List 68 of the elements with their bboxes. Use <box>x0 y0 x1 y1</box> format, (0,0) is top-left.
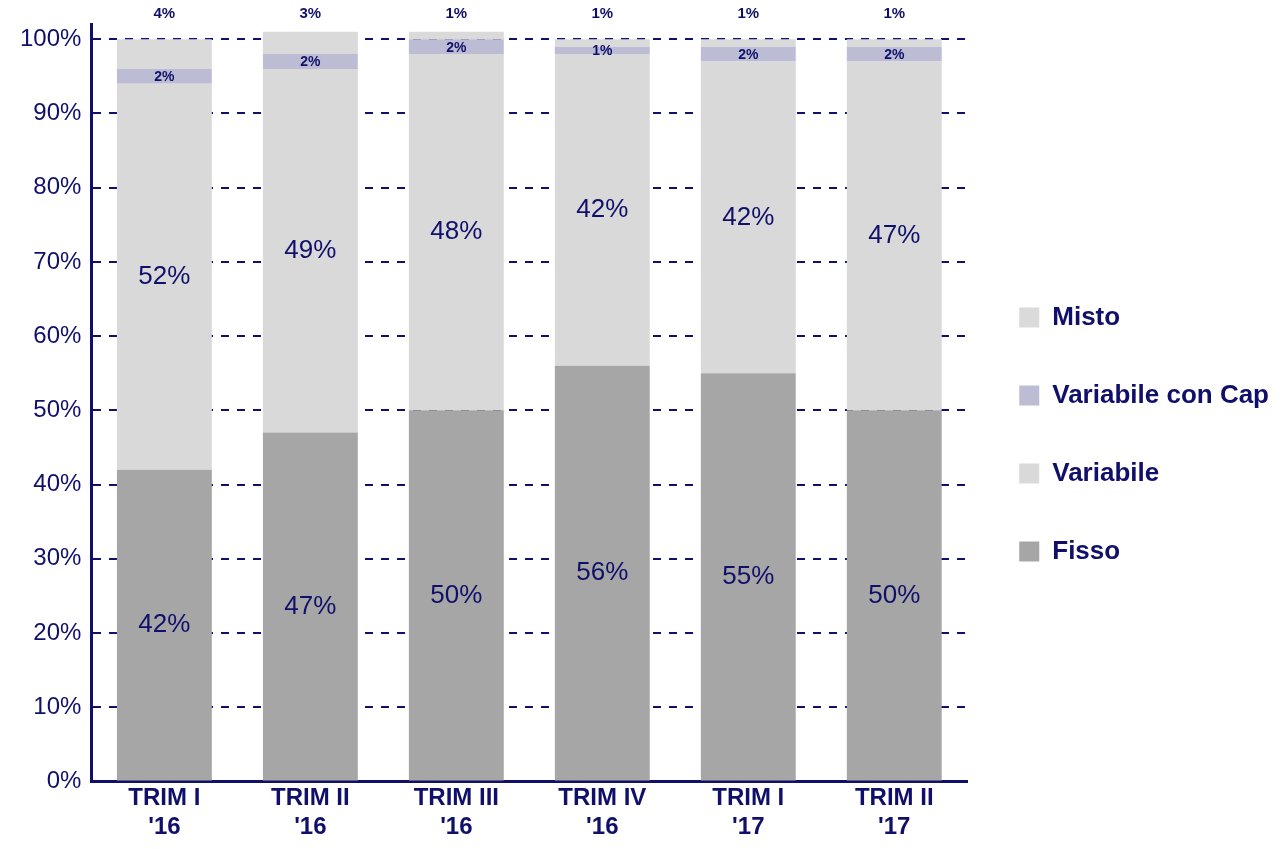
x-tick-label: TRIM III '16 <box>413 783 499 840</box>
data-label: 2% <box>154 68 176 85</box>
y-tick-label: 90% <box>33 98 82 126</box>
bar <box>846 61 942 411</box>
legend-label: Variabile con Cap <box>1052 378 1269 409</box>
data-label: 2% <box>300 53 322 70</box>
data-label: 52% <box>138 259 191 290</box>
data-label: 48% <box>430 215 483 246</box>
legend-label: Variabile <box>1052 456 1160 487</box>
bar <box>116 83 212 470</box>
data-label: 42% <box>576 193 629 224</box>
data-label: 47% <box>284 589 337 620</box>
data-label: 1% <box>737 3 760 21</box>
bar <box>408 410 504 781</box>
bar <box>700 373 796 781</box>
y-tick-label: 10% <box>33 691 82 719</box>
bar <box>262 31 358 55</box>
data-label: 50% <box>430 578 483 609</box>
data-label: 1% <box>592 42 613 59</box>
x-tick-label: TRIM IV '16 <box>558 783 647 840</box>
bar <box>846 46 942 62</box>
x-tick-label: TRIM I '17 <box>712 783 785 840</box>
x-tick-label: TRIM II '17 <box>854 783 934 840</box>
data-label: 42% <box>138 608 191 639</box>
bar <box>700 46 796 62</box>
bar <box>116 39 212 69</box>
bar <box>700 39 796 47</box>
y-tick-label: 40% <box>33 469 82 497</box>
data-label: 2% <box>884 45 905 62</box>
y-tick-label: 20% <box>33 617 82 645</box>
bar <box>408 54 504 411</box>
y-tick-label: 30% <box>33 543 82 571</box>
data-label: 47% <box>868 219 921 250</box>
bar <box>846 39 942 47</box>
x-tick-label: TRIM II '16 <box>271 783 350 840</box>
bar <box>408 31 504 40</box>
x-tick-label: TRIM I '16 <box>128 783 201 840</box>
bar <box>262 68 358 433</box>
bar <box>116 68 212 84</box>
bar <box>554 54 650 366</box>
data-label: 1% <box>591 3 614 21</box>
data-label: 2% <box>738 45 759 62</box>
y-tick-label: 80% <box>33 172 82 200</box>
bar <box>262 54 358 69</box>
data-label: 3% <box>299 3 322 21</box>
data-label: 1% <box>883 3 906 21</box>
bar <box>700 61 796 374</box>
y-tick-label: 100% <box>19 23 82 51</box>
data-label: 42% <box>722 200 775 231</box>
data-label: 56% <box>576 556 629 587</box>
data-label: 4% <box>153 3 176 21</box>
data-label: 50% <box>868 578 921 609</box>
y-tick-label: 0% <box>46 766 82 794</box>
bar <box>408 39 504 55</box>
data-label: 55% <box>722 559 775 590</box>
bar <box>554 39 650 47</box>
bar <box>554 365 650 781</box>
legend-label: Fisso <box>1052 534 1121 565</box>
legend-label: Misto <box>1052 300 1121 331</box>
y-tick-label: 60% <box>33 320 82 348</box>
data-label: 1% <box>445 3 468 21</box>
y-tick-label: 70% <box>33 246 82 274</box>
bar <box>116 469 212 781</box>
data-label: 2% <box>446 38 467 55</box>
data-label: 49% <box>284 233 337 264</box>
y-tick-label: 50% <box>33 394 82 422</box>
bar <box>846 410 942 781</box>
bar <box>262 432 358 781</box>
